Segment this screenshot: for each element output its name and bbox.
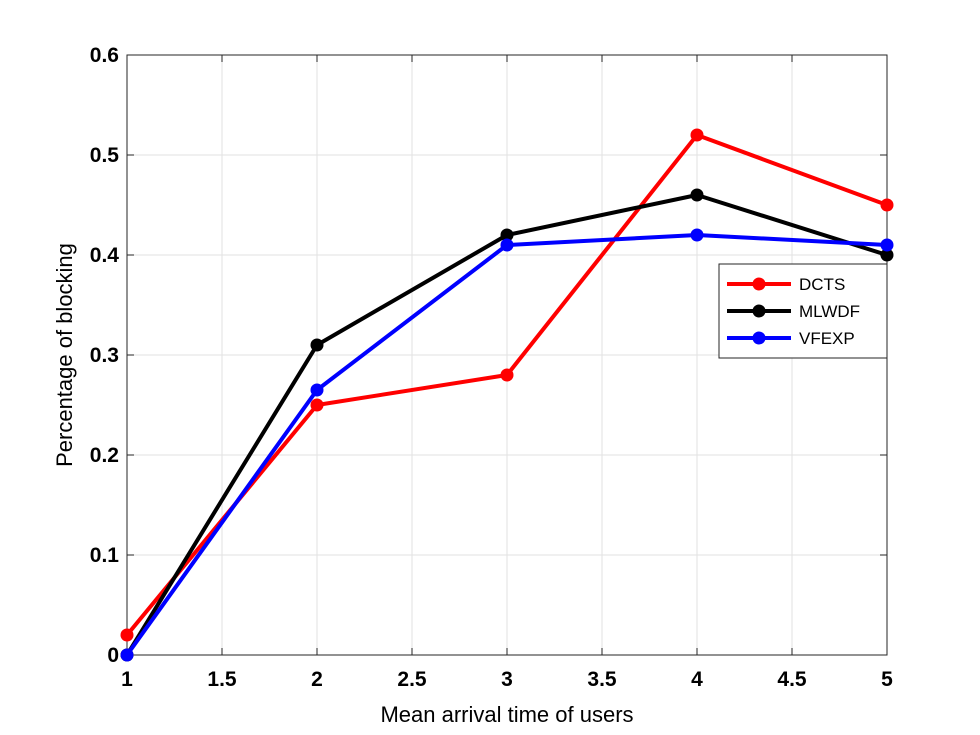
y-tick-label: 0 <box>107 644 119 667</box>
data-point-vfexp <box>690 228 704 242</box>
x-tick-label: 2 <box>311 668 323 691</box>
x-tick-label: 2.5 <box>397 668 427 691</box>
data-point-vfexp <box>500 238 514 252</box>
y-axis-title: Percentage of blocking <box>52 243 77 467</box>
x-axis-title: Mean arrival time of users <box>380 702 633 727</box>
tick-labels: 1 1.5 2 2.5 3 3.5 4 4.5 5 0 0.1 0.2 0.3 0.4 0.5 0.6 <box>90 44 893 691</box>
data-point-mlwdf <box>690 188 704 202</box>
x-tick-label: 3.5 <box>587 668 617 691</box>
legend: DCTS MLWDF VFEXP <box>718 263 888 359</box>
data-point-dcts <box>310 398 324 412</box>
data-point-dcts <box>690 128 704 142</box>
x-tick-label: 5 <box>881 668 893 691</box>
x-tick-label: 1 <box>121 668 133 691</box>
data-point-mlwdf <box>500 228 514 242</box>
y-tick-label: 0.5 <box>90 144 120 167</box>
data-point-vfexp <box>880 238 894 252</box>
y-tick-label: 0.3 <box>90 344 119 367</box>
data-point-dcts <box>120 628 134 642</box>
legend-label-vfexp: VFEXP <box>799 329 855 348</box>
legend-marker-mlwdf <box>752 304 766 318</box>
y-tick-label: 0.6 <box>90 44 119 67</box>
y-tick-label: 0.2 <box>90 444 119 467</box>
y-tick-label: 0.1 <box>90 544 120 567</box>
data-point-mlwdf <box>880 248 894 262</box>
data-point-mlwdf <box>310 338 324 352</box>
data-point-vfexp <box>120 648 134 662</box>
legend-label-dcts: DCTS <box>799 275 845 294</box>
legend-marker-vfexp <box>752 331 766 345</box>
x-tick-label: 4 <box>691 668 703 691</box>
x-tick-label: 3 <box>501 668 513 691</box>
series-layer <box>120 128 894 662</box>
legend-label-mlwdf: MLWDF <box>799 302 860 321</box>
data-point-vfexp <box>310 383 324 397</box>
legend-marker-dcts <box>752 277 766 291</box>
y-tick-label: 0.4 <box>90 244 120 267</box>
data-point-dcts <box>500 368 514 382</box>
x-tick-label: 1.5 <box>207 668 237 691</box>
x-tick-label: 4.5 <box>777 668 807 691</box>
data-point-dcts <box>880 198 894 212</box>
